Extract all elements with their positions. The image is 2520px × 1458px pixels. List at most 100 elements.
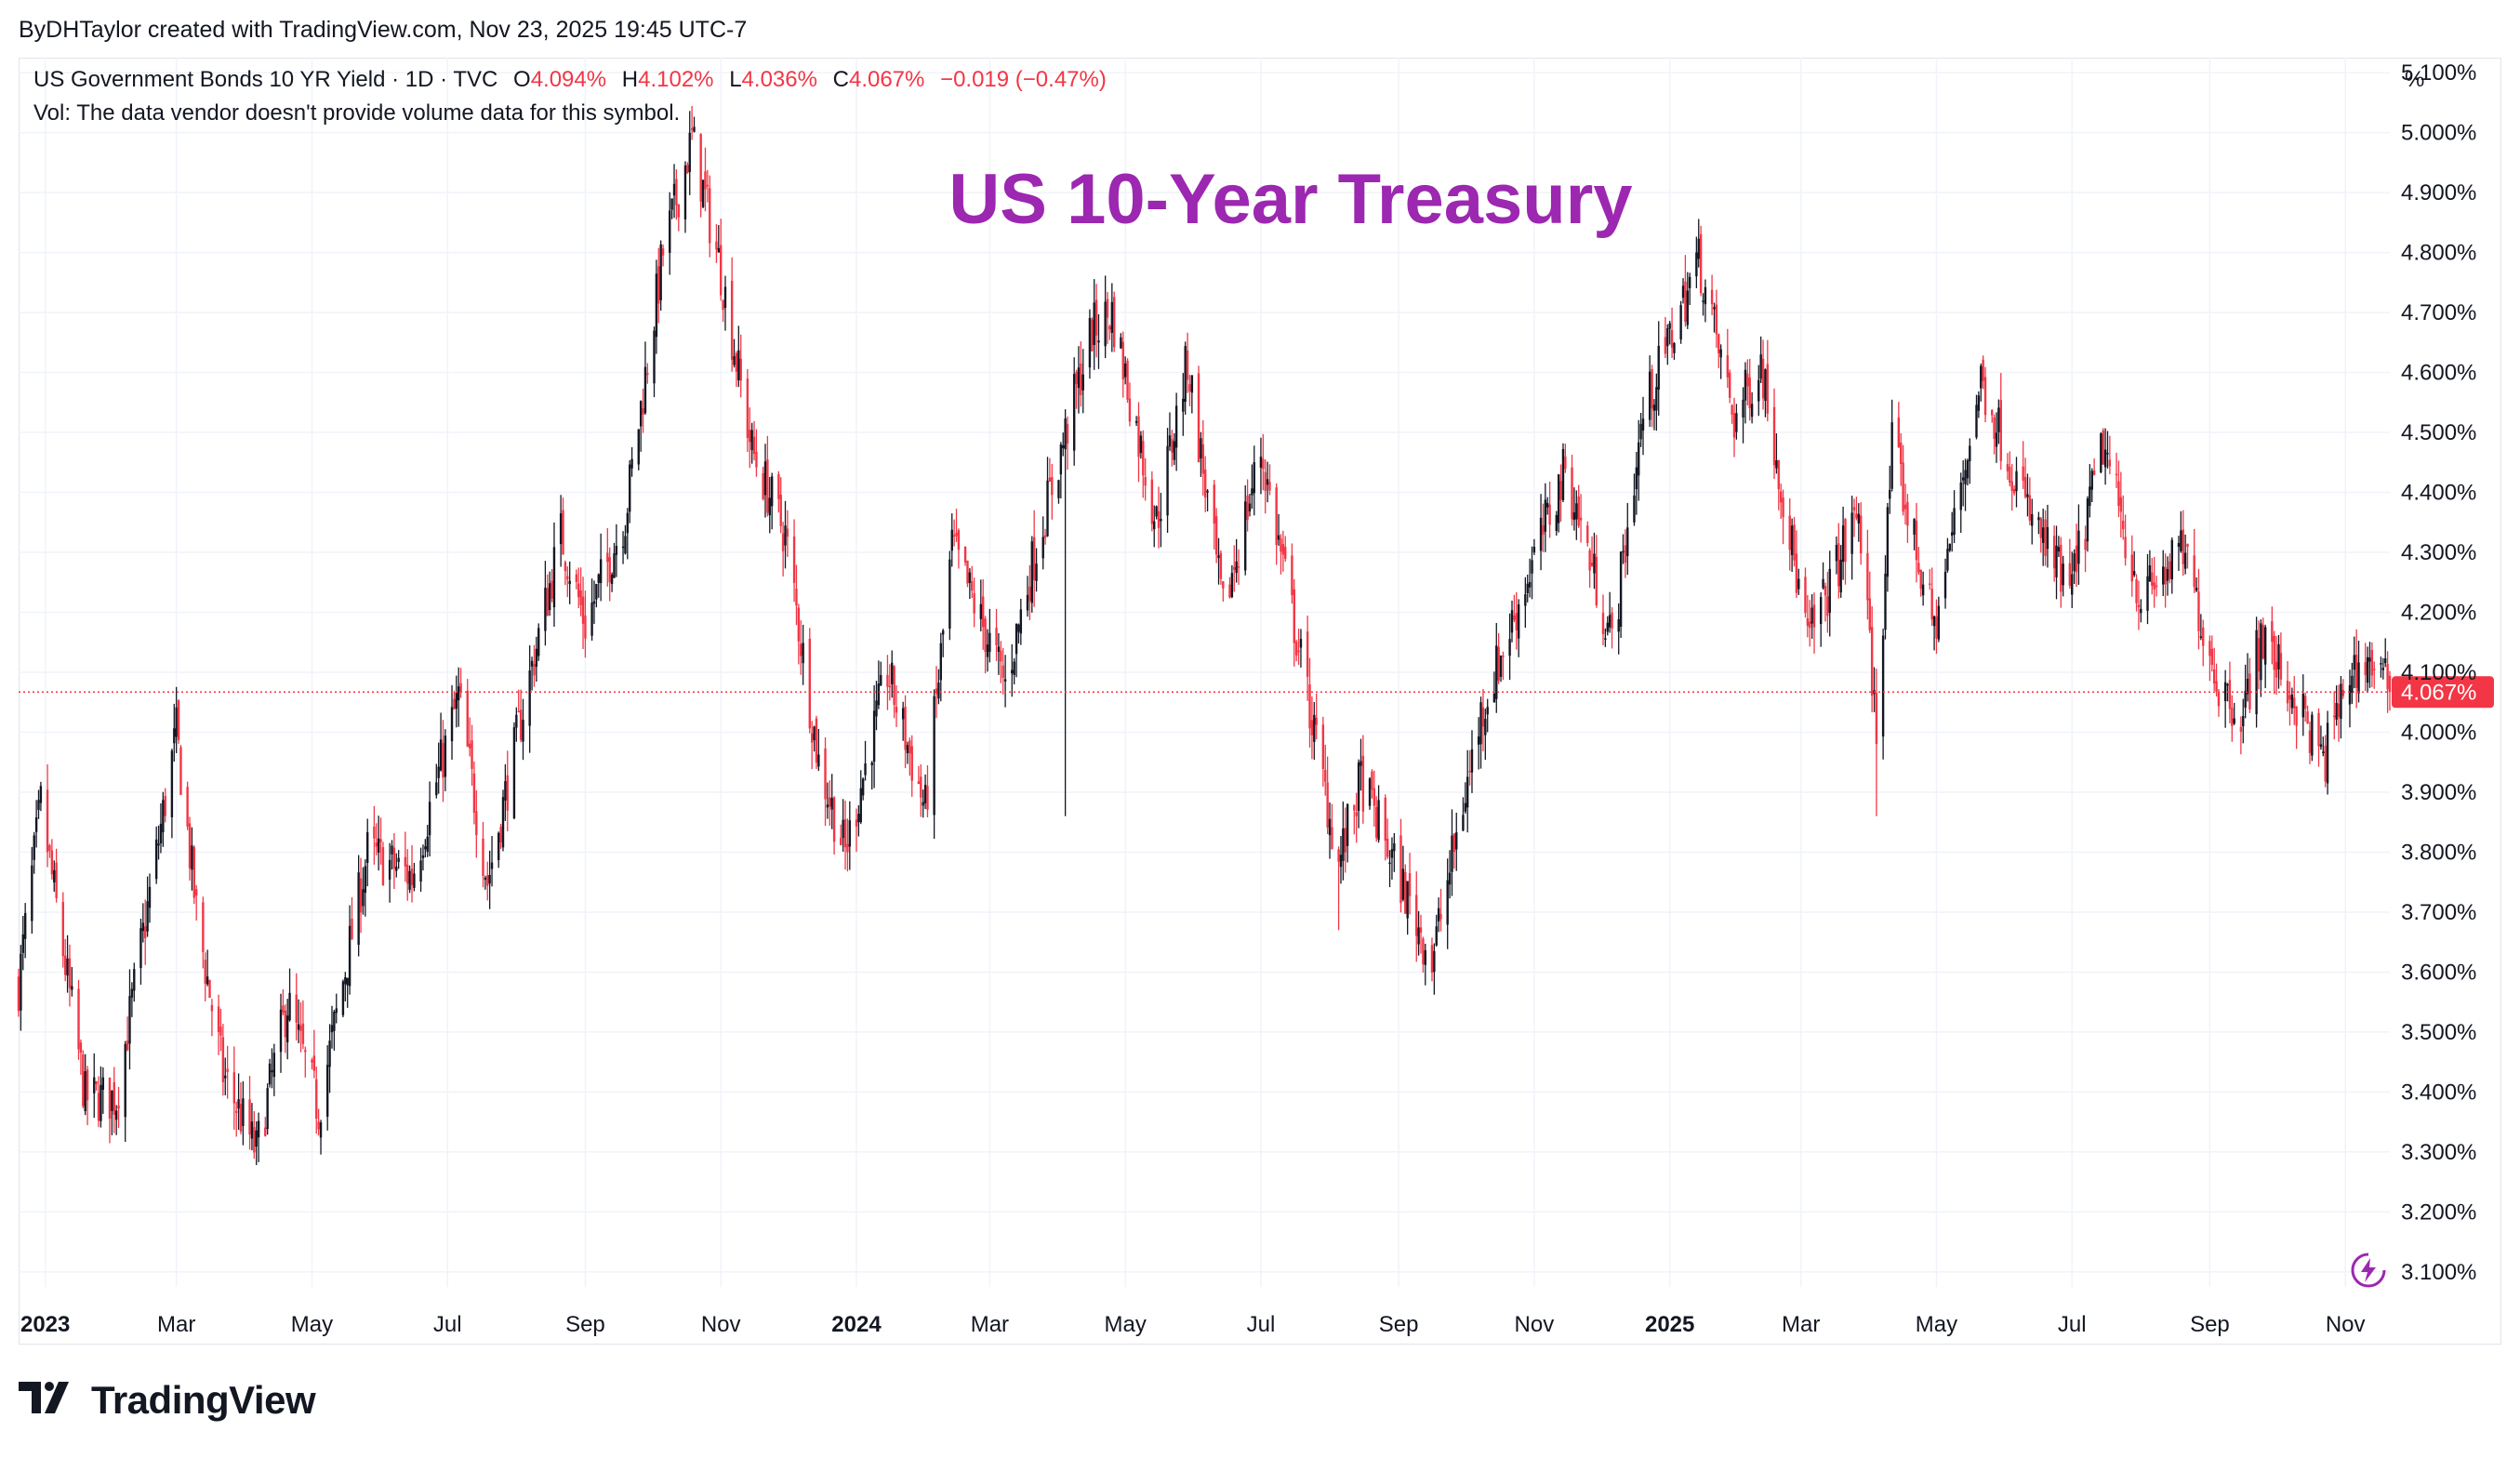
candle-body <box>2122 520 2125 530</box>
candle <box>1673 341 1676 360</box>
candle-body <box>723 286 727 309</box>
candle <box>1375 796 1378 842</box>
candle-body <box>1355 812 1358 816</box>
candle <box>1999 373 2002 471</box>
candle <box>1731 404 1733 424</box>
candle-body <box>219 1027 222 1036</box>
candle <box>1710 274 1714 316</box>
candle <box>1664 316 1667 359</box>
candle-body <box>584 615 587 639</box>
candle-body <box>325 1065 329 1118</box>
candle <box>444 729 447 791</box>
candle <box>1091 317 1094 351</box>
candle <box>95 1080 98 1091</box>
candle-body <box>1572 512 1576 521</box>
candle <box>1262 433 1265 491</box>
candle <box>830 774 833 829</box>
price-axis[interactable]: 3.100%3.200%3.300%3.400%3.500%3.600%3.70… <box>2401 60 2476 1285</box>
candle <box>859 770 862 825</box>
candle <box>920 764 922 817</box>
candle-body <box>840 837 842 845</box>
candle <box>2231 695 2234 742</box>
candle <box>1346 802 1349 863</box>
candle-body <box>1641 418 1645 431</box>
y-tick-label: 4.800% <box>2401 241 2476 266</box>
candle <box>1080 341 1082 407</box>
candle-body <box>1866 552 1869 601</box>
candle-body <box>1782 497 1784 518</box>
candle-body <box>453 698 456 709</box>
candle-body <box>2351 675 2354 694</box>
candle <box>2057 536 2061 558</box>
candle <box>1188 375 1191 406</box>
candle-body <box>237 1099 240 1109</box>
candle <box>130 982 134 1017</box>
candle-body <box>1384 797 1386 842</box>
candle-body <box>175 707 178 737</box>
candle-body <box>472 773 476 813</box>
candle-body <box>1134 420 1138 423</box>
candle <box>2244 664 2247 719</box>
candle-body <box>779 495 782 526</box>
candle-body <box>130 988 134 998</box>
candle <box>2170 537 2173 594</box>
candle <box>2368 642 2371 688</box>
candle <box>1764 368 1767 418</box>
price-scale-unit-button[interactable]: % <box>2405 67 2425 92</box>
candle <box>1186 332 1189 393</box>
candle <box>1875 669 1878 816</box>
candle-body <box>315 1079 318 1119</box>
candle <box>1702 293 1704 316</box>
candle-body <box>1775 459 1778 469</box>
time-axis[interactable]: 2023 Mar May Jul Sep Nov 2024 Mar May Jul Sep Nov 20… <box>20 1312 2366 1337</box>
candle <box>1437 897 1440 933</box>
candle <box>2260 619 2262 697</box>
candle-body <box>941 630 945 635</box>
candle <box>1174 392 1178 471</box>
candle-body <box>2210 648 2214 666</box>
candle <box>235 1101 238 1137</box>
candle <box>2215 663 2218 697</box>
candle-body <box>1772 406 1776 466</box>
candle-body <box>933 696 935 815</box>
candle <box>1203 456 1207 512</box>
candle <box>1481 689 1485 751</box>
candle <box>1281 530 1285 572</box>
candle <box>1160 493 1162 548</box>
candle <box>855 808 858 853</box>
lightning-bolt-icon[interactable] <box>2349 1251 2388 1290</box>
candle <box>1121 331 1124 398</box>
candle <box>1401 845 1405 902</box>
candle <box>1715 289 1718 348</box>
candle-body <box>1704 286 1707 305</box>
candle-body <box>1579 517 1583 521</box>
candle-body <box>1531 560 1533 574</box>
candle-body <box>373 826 376 839</box>
candle <box>2301 674 2304 736</box>
symbol-legend[interactable]: US Government Bonds 10 YR Yield · 1D · T… <box>33 67 1107 93</box>
candle <box>1228 577 1231 599</box>
candle <box>1028 564 1031 620</box>
candle <box>2132 550 2136 577</box>
candle <box>646 363 649 384</box>
candle-body <box>1997 407 2000 432</box>
candle-body <box>1182 398 1185 412</box>
candle <box>2117 460 2120 518</box>
candle-body <box>2388 675 2392 693</box>
candle <box>1657 321 1660 417</box>
candle-body <box>435 782 438 796</box>
candle <box>2015 457 2018 508</box>
x-tick-label: Sep <box>1379 1312 1419 1337</box>
candle-body <box>2100 433 2102 472</box>
candle <box>1857 503 1861 542</box>
candle <box>550 568 553 603</box>
candle-body <box>1390 849 1394 858</box>
candle-body <box>1964 470 1967 484</box>
x-tick-label: Jul <box>433 1312 462 1337</box>
candle <box>984 616 987 674</box>
candle <box>581 577 585 650</box>
candle-body <box>471 740 473 769</box>
candle <box>2386 651 2389 713</box>
candle-body <box>17 976 20 1012</box>
